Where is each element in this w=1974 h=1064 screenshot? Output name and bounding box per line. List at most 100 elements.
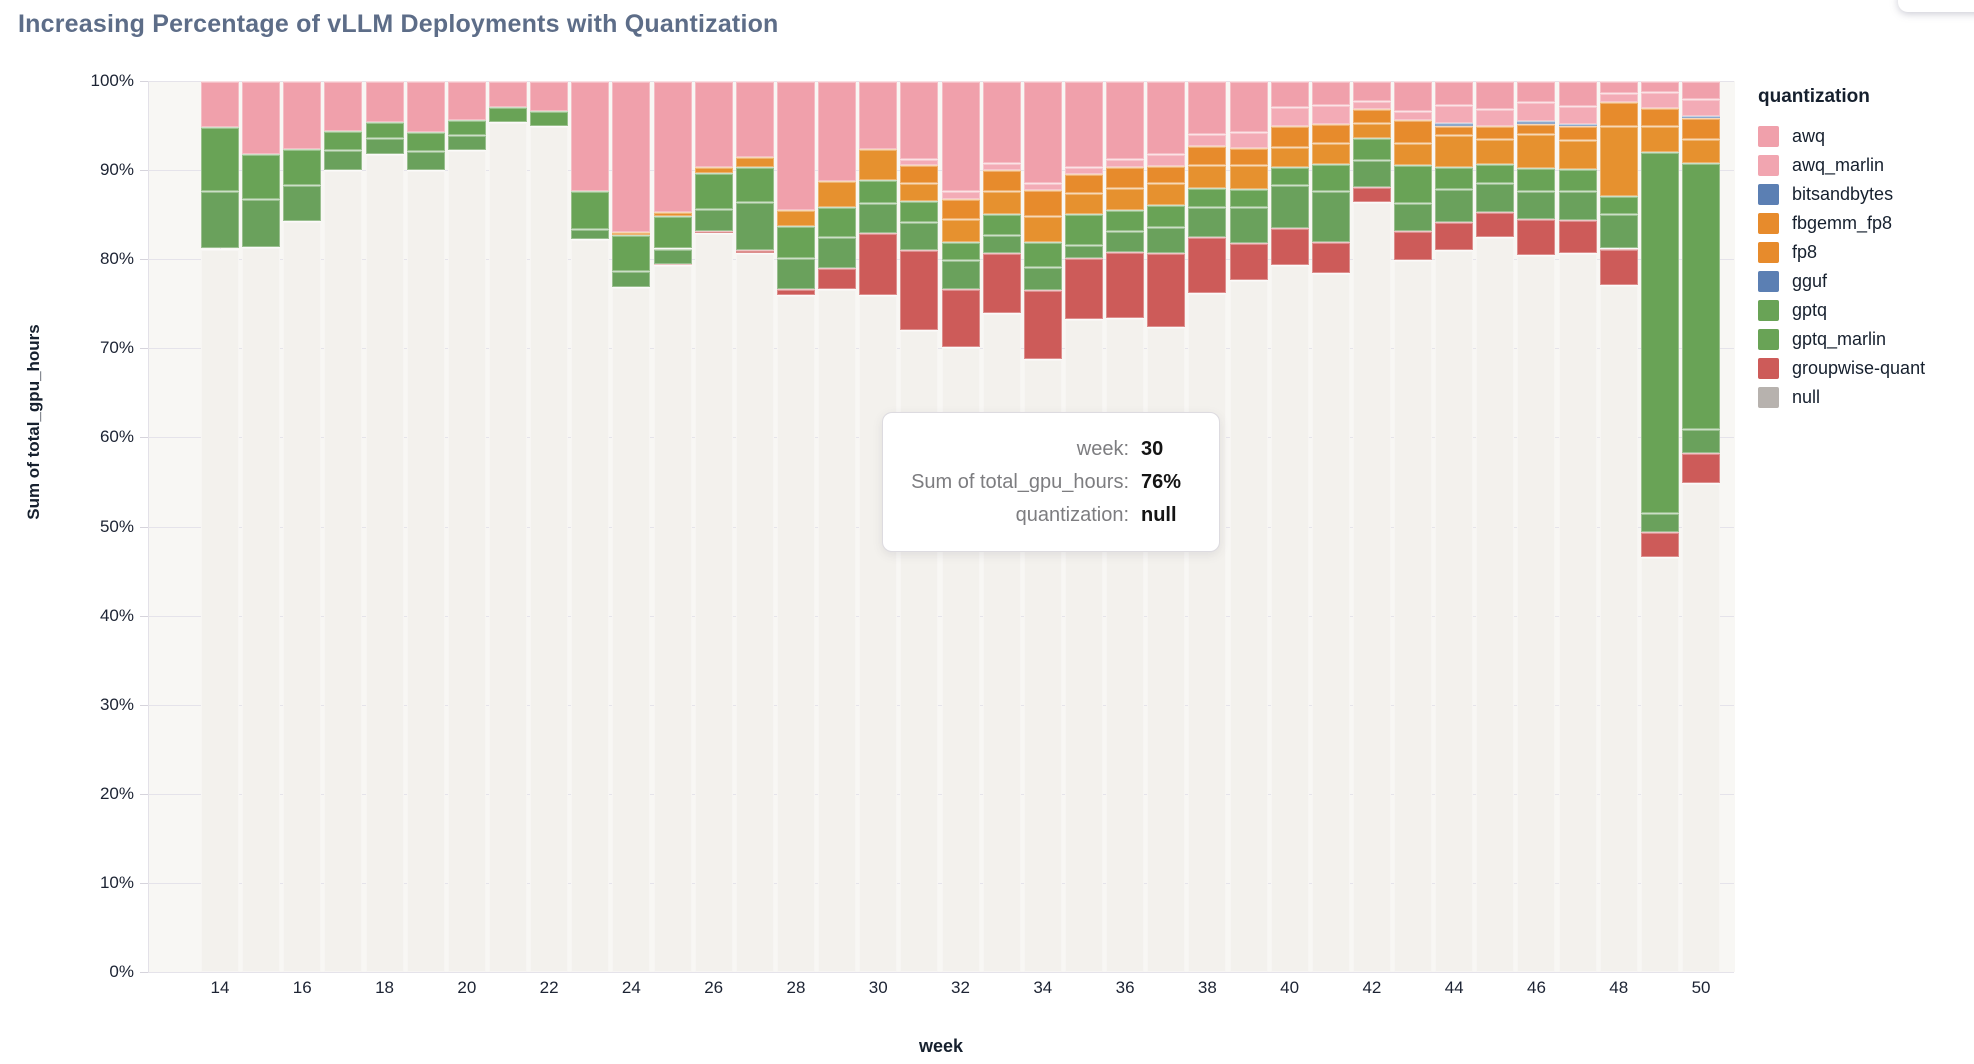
bar-segment[interactable] <box>1064 258 1103 319</box>
legend-item-gguf[interactable]: gguf <box>1758 267 1968 296</box>
bar-segment[interactable] <box>1270 146 1309 167</box>
bar-segment[interactable] <box>818 81 857 181</box>
bar-segment[interactable] <box>1106 81 1145 160</box>
bar-segment[interactable] <box>1188 206 1227 237</box>
bar-segment[interactable] <box>1558 190 1597 220</box>
bar-segment[interactable] <box>941 81 980 192</box>
bar-segment[interactable] <box>1147 227 1186 253</box>
bar-segment[interactable] <box>1106 187 1145 211</box>
bar-segment[interactable] <box>1064 193 1103 214</box>
bar-segment[interactable] <box>447 150 486 972</box>
bar-segment[interactable] <box>201 127 239 191</box>
bar-segment[interactable] <box>283 148 322 186</box>
bar-segment[interactable] <box>1640 531 1679 557</box>
bar-segment[interactable] <box>612 286 651 972</box>
bar-segment[interactable] <box>941 260 980 289</box>
bar-segment[interactable] <box>1394 164 1433 204</box>
bar-segment[interactable] <box>1476 236 1515 972</box>
bar-segment[interactable] <box>1352 81 1391 101</box>
bar-segment[interactable] <box>1682 162 1721 430</box>
bar-segment[interactable] <box>1229 188 1268 207</box>
bar-segment[interactable] <box>735 81 774 157</box>
bar-segment[interactable] <box>1558 252 1597 972</box>
bar-segment[interactable] <box>941 198 980 220</box>
bar-segment[interactable] <box>447 120 486 136</box>
bar-segment[interactable] <box>982 213 1021 236</box>
bar-segment[interactable] <box>1311 81 1350 106</box>
bar-segment[interactable] <box>1023 267 1062 291</box>
bar-segment[interactable] <box>1023 242 1062 268</box>
bar-segment[interactable] <box>1558 139 1597 170</box>
bar-segment[interactable] <box>1188 236 1227 294</box>
bar-segment[interactable] <box>1311 143 1350 164</box>
bar-segment[interactable] <box>1517 121 1556 124</box>
bar-segment[interactable] <box>1599 285 1638 972</box>
legend-item-bitsandbytes[interactable]: bitsandbytes <box>1758 180 1968 209</box>
bar-segment[interactable] <box>1476 108 1515 126</box>
bar-segment[interactable] <box>982 81 1021 163</box>
bar-segment[interactable] <box>1394 81 1433 112</box>
bar-segment[interactable] <box>1517 133 1556 169</box>
bar-segment[interactable] <box>818 289 857 972</box>
bar-segment[interactable] <box>1517 81 1556 103</box>
bar-segment[interactable] <box>982 162 1021 171</box>
bar-segment[interactable] <box>1517 102 1556 122</box>
bar-segment[interactable] <box>1517 219 1556 255</box>
bar-segment[interactable] <box>571 81 610 192</box>
bar-segment[interactable] <box>859 179 898 204</box>
bar-segment[interactable] <box>941 242 980 261</box>
bar-segment[interactable] <box>612 270 651 287</box>
bar-segment[interactable] <box>1394 143 1433 165</box>
bar-segment[interactable] <box>1270 228 1309 265</box>
bar-segment[interactable] <box>859 148 898 180</box>
legend-item-gptq-marlin[interactable]: gptq_marlin <box>1758 325 1968 354</box>
bar-segment[interactable] <box>776 210 815 227</box>
bar-segment[interactable] <box>1476 81 1515 109</box>
bar-segment[interactable] <box>1023 189 1062 216</box>
bar-segment[interactable] <box>1682 81 1721 99</box>
bar-segment[interactable] <box>1064 213 1103 245</box>
bar-segment[interactable] <box>694 81 733 168</box>
bar-segment[interactable] <box>1682 118 1721 139</box>
bar-segment[interactable] <box>571 238 610 972</box>
bar-segment[interactable] <box>1640 91 1679 108</box>
bar-segment[interactable] <box>941 219 980 243</box>
bar-segment[interactable] <box>1023 290 1062 359</box>
bar-segment[interactable] <box>1435 166 1474 189</box>
bar-segment[interactable] <box>447 135 486 151</box>
bar-segment[interactable] <box>1435 221 1474 251</box>
bar-segment[interactable] <box>859 81 898 149</box>
bar-segment[interactable] <box>818 268 857 290</box>
bar-segment[interactable] <box>694 167 733 173</box>
bar-segment[interactable] <box>530 81 569 112</box>
bar-segment[interactable] <box>1435 81 1474 106</box>
bar-segment[interactable] <box>1147 81 1186 155</box>
bar-segment[interactable] <box>1352 202 1391 972</box>
bar-segment[interactable] <box>982 191 1021 214</box>
bar-segment[interactable] <box>1435 135 1474 167</box>
bar-segment[interactable] <box>1558 81 1597 106</box>
bar-segment[interactable] <box>1311 242 1350 274</box>
bar-segment[interactable] <box>365 138 404 155</box>
bar-segment[interactable] <box>1599 195 1638 214</box>
bar-segment[interactable] <box>1640 556 1679 972</box>
bar-segment[interactable] <box>1435 250 1474 972</box>
bar-segment[interactable] <box>1064 173 1103 194</box>
bar-segment[interactable] <box>982 170 1021 192</box>
bar-segment[interactable] <box>1311 163 1350 192</box>
bar-segment[interactable] <box>365 121 404 139</box>
bar-segment[interactable] <box>1394 260 1433 972</box>
bar-segment[interactable] <box>488 106 527 122</box>
bar-segment[interactable] <box>859 294 898 972</box>
bar-segment[interactable] <box>365 81 404 122</box>
bar-segment[interactable] <box>900 164 939 183</box>
bar-segment[interactable] <box>1640 513 1679 532</box>
bar-segment[interactable] <box>1476 138 1515 164</box>
bar-segment[interactable] <box>1352 138 1391 161</box>
bar-segment[interactable] <box>1106 159 1145 167</box>
bar-segment[interactable] <box>1229 147 1268 165</box>
bar-segment[interactable] <box>1188 293 1227 972</box>
bar-segment[interactable] <box>1064 244 1103 259</box>
bar-segment[interactable] <box>1517 190 1556 220</box>
bar-segment[interactable] <box>1558 105 1597 124</box>
